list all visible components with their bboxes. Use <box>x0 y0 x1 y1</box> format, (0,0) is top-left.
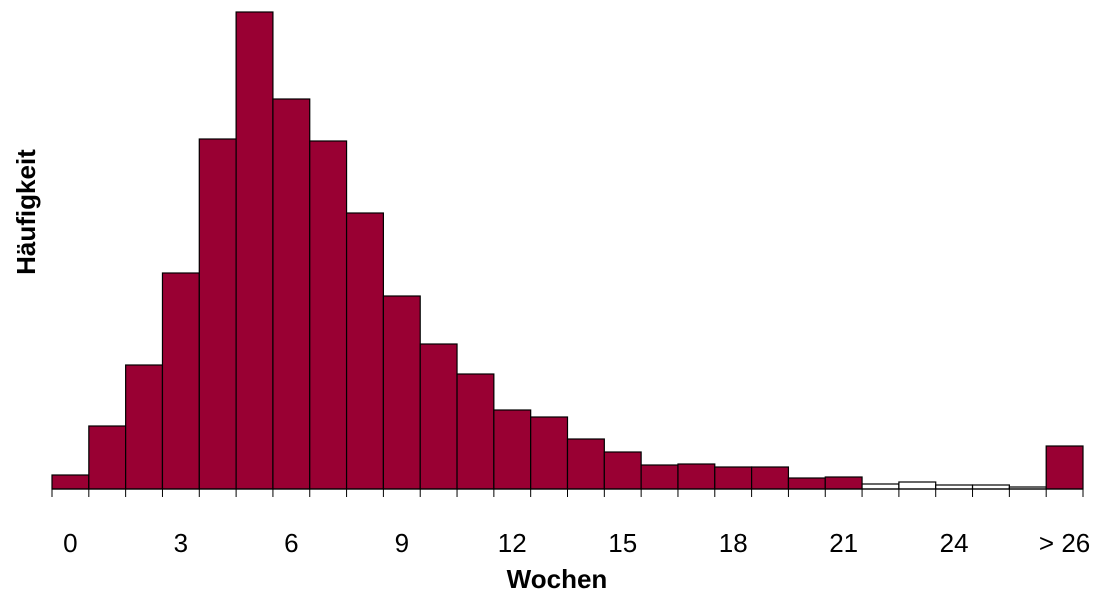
bar <box>419 343 458 490</box>
bar <box>272 98 311 490</box>
bar <box>714 466 753 490</box>
x-tick-label: 6 <box>284 528 298 558</box>
bar <box>677 463 716 490</box>
bar <box>88 425 127 490</box>
x-tick-label: > 26 <box>1039 528 1090 558</box>
bar <box>640 464 679 490</box>
x-tick-label: 15 <box>608 528 637 558</box>
x-tick-label: 18 <box>719 528 748 558</box>
x-tick-label: 24 <box>940 528 969 558</box>
x-axis-title: Wochen <box>507 564 608 594</box>
bar <box>345 212 384 490</box>
x-tick-label: 21 <box>829 528 858 558</box>
x-tick-label: 12 <box>498 528 527 558</box>
bar <box>493 409 532 490</box>
bar <box>161 272 200 490</box>
bar <box>309 140 348 490</box>
bar <box>235 11 274 490</box>
bar <box>382 295 421 490</box>
y-axis-title: Häufigkeit <box>11 149 41 275</box>
bar <box>456 373 495 490</box>
bar <box>898 481 937 490</box>
x-tick-label: 0 <box>63 528 77 558</box>
x-tick-label: 3 <box>174 528 188 558</box>
bar <box>530 416 569 490</box>
bar <box>603 451 642 490</box>
bar <box>787 477 826 490</box>
bar <box>125 364 164 490</box>
bar <box>824 476 863 490</box>
bar <box>566 438 605 490</box>
bar <box>198 138 237 490</box>
x-tick-label: 9 <box>395 528 409 558</box>
bar <box>1045 445 1084 490</box>
bar <box>751 466 790 490</box>
bar <box>861 483 900 490</box>
bar <box>51 474 90 490</box>
